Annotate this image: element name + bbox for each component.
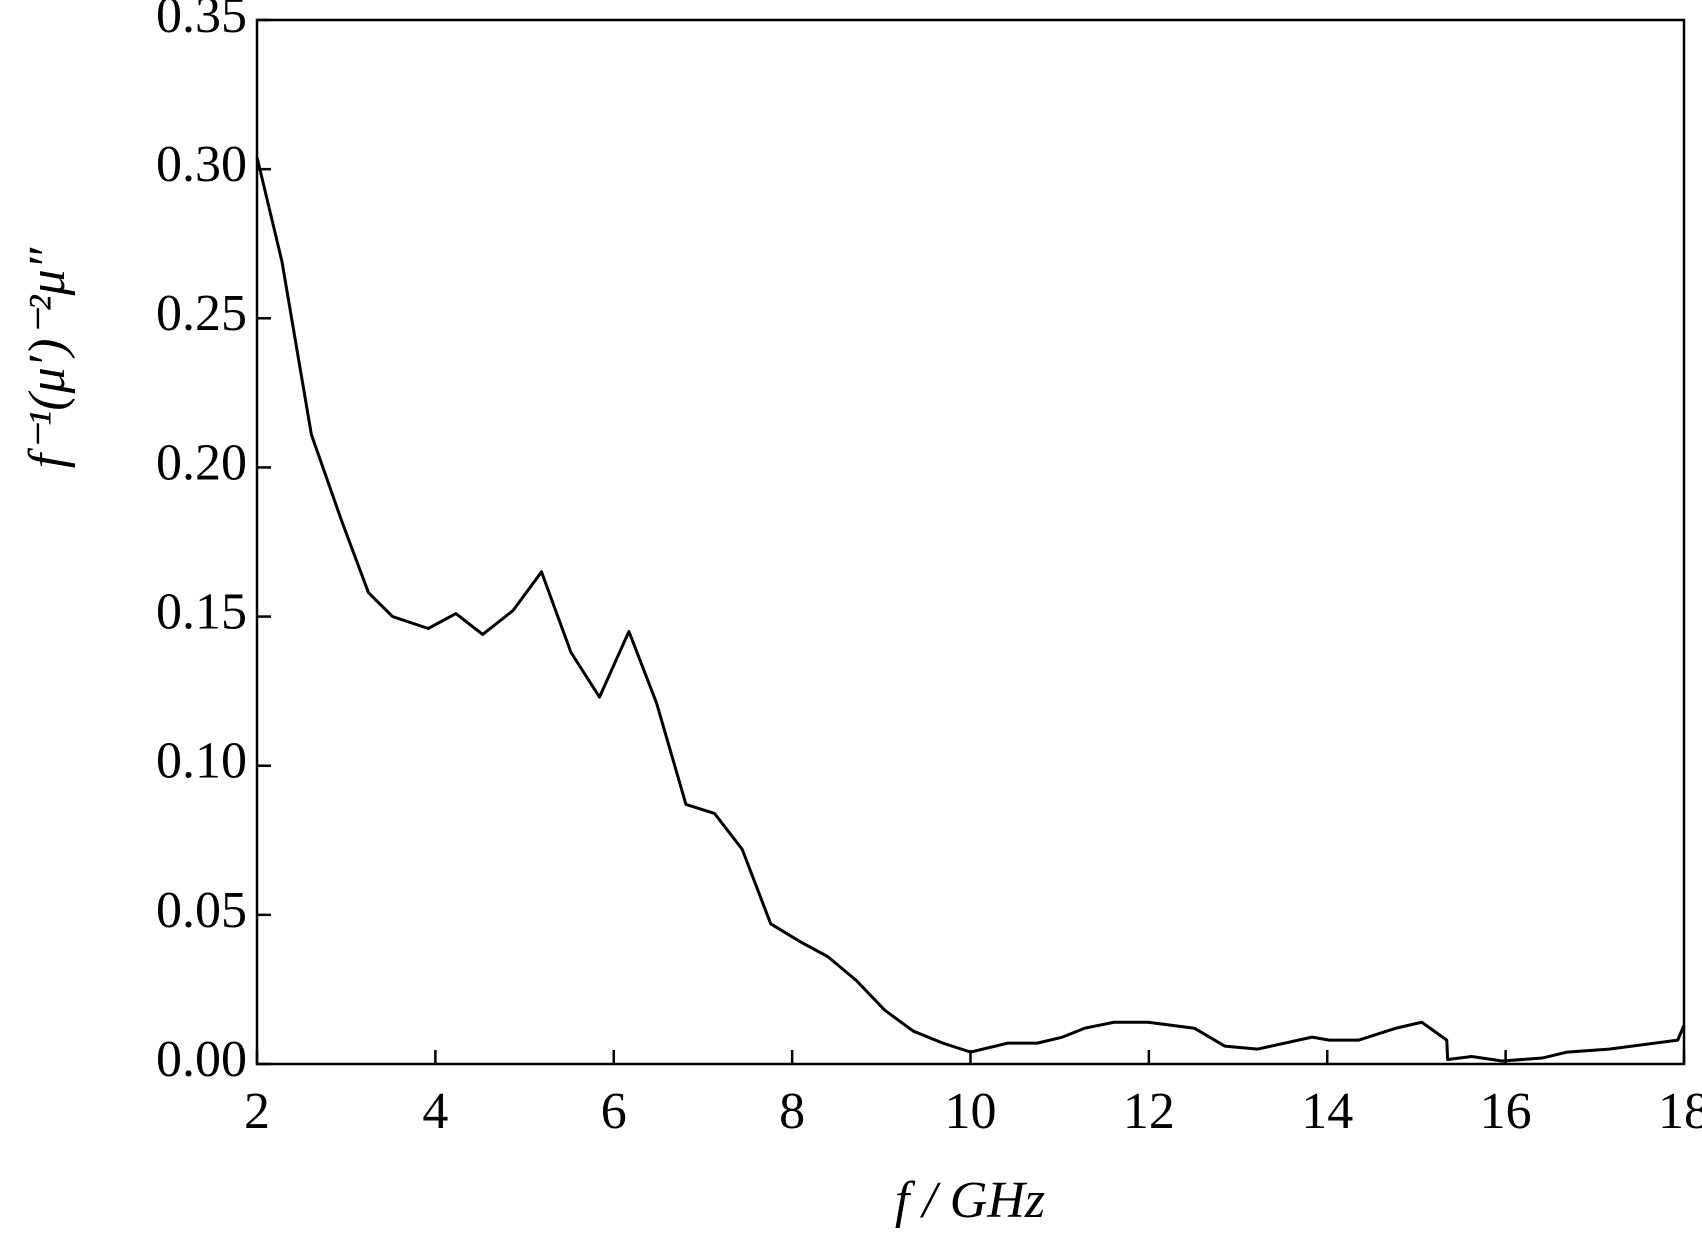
y-tick-label: 0.35: [156, 0, 247, 44]
x-axis-label: f / GHz: [895, 1172, 1045, 1229]
x-tick-label: 16: [1480, 1083, 1532, 1140]
x-tick-label: 18: [1658, 1083, 1702, 1140]
x-tick-label: 10: [945, 1083, 997, 1140]
x-tick-label: 14: [1301, 1083, 1353, 1140]
y-tick-label: 0.05: [156, 882, 247, 939]
x-tick-label: 12: [1123, 1083, 1175, 1140]
x-tick-label: 8: [779, 1083, 805, 1140]
x-tick-label: 2: [244, 1083, 270, 1140]
y-tick-label: 0.15: [156, 584, 247, 641]
y-tick-label: 0.10: [156, 733, 247, 790]
plot-frame: [255, 18, 1686, 1066]
data-line: [255, 156, 1686, 1063]
x-tick-label: 4: [422, 1083, 448, 1140]
x-tick-label: 6: [601, 1083, 627, 1140]
y-tick-label: 0.30: [156, 136, 247, 193]
y-tick-label: 0.25: [156, 285, 247, 342]
y-axis-label: f⁻¹(μ′)⁻²μ″: [19, 246, 76, 468]
y-tick-label: 0.00: [156, 1031, 247, 1088]
y-tick-label: 0.20: [156, 434, 247, 491]
